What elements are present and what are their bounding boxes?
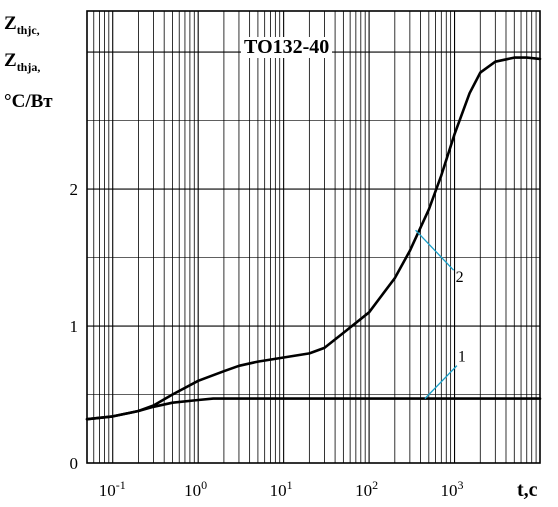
- x-tick-base: 10: [441, 481, 458, 500]
- series-line-2: [85, 56, 542, 421]
- x-tick-base: 10: [99, 481, 116, 500]
- x-tick-label: 103: [441, 478, 464, 500]
- x-axis-label: t,c: [517, 479, 538, 501]
- x-tick-exponent: -1: [116, 478, 126, 492]
- x-tick-label: 10-1: [99, 478, 126, 500]
- y-axis-label-z1: Z: [4, 13, 17, 34]
- y-axis-label-sub2: thja,: [16, 60, 41, 74]
- callout-leader-2: [415, 229, 455, 271]
- x-tick-label: 101: [270, 478, 293, 500]
- x-tick-base: 10: [184, 481, 201, 500]
- y-tick-label: 1: [70, 317, 79, 336]
- y-axis-label-line2: Zthja,: [4, 50, 40, 73]
- callout-label-1: 1: [458, 349, 466, 366]
- x-tick-exponent: 3: [458, 478, 464, 492]
- y-axis-label-unit: °C/Вт: [4, 91, 53, 112]
- x-tick-exponent: 2: [372, 478, 378, 492]
- plot-frame: [86, 10, 541, 464]
- callouts: 12: [415, 229, 466, 400]
- x-tick-label: 100: [184, 478, 207, 500]
- x-tick-exponent: 0: [201, 478, 207, 492]
- y-tick-label: 0: [70, 454, 79, 473]
- curves: [85, 56, 542, 421]
- x-tick-exponent: 1: [287, 478, 293, 492]
- y-axis-label-line1: Zthjc,: [4, 13, 40, 36]
- grid: [87, 11, 540, 463]
- x-tick-base: 10: [270, 481, 287, 500]
- y-axis-label-sub1: thjc,: [16, 23, 40, 37]
- x-tick-label: 102: [355, 478, 378, 500]
- y-tick-label: 2: [70, 180, 79, 199]
- y-axis-label-z2: Z: [4, 50, 17, 71]
- callout-leader-1: [424, 365, 458, 400]
- chart-title: ТО132-40: [241, 37, 333, 58]
- callout-label-2: 2: [456, 269, 464, 286]
- x-tick-base: 10: [355, 481, 372, 500]
- series-line-1: [85, 397, 542, 421]
